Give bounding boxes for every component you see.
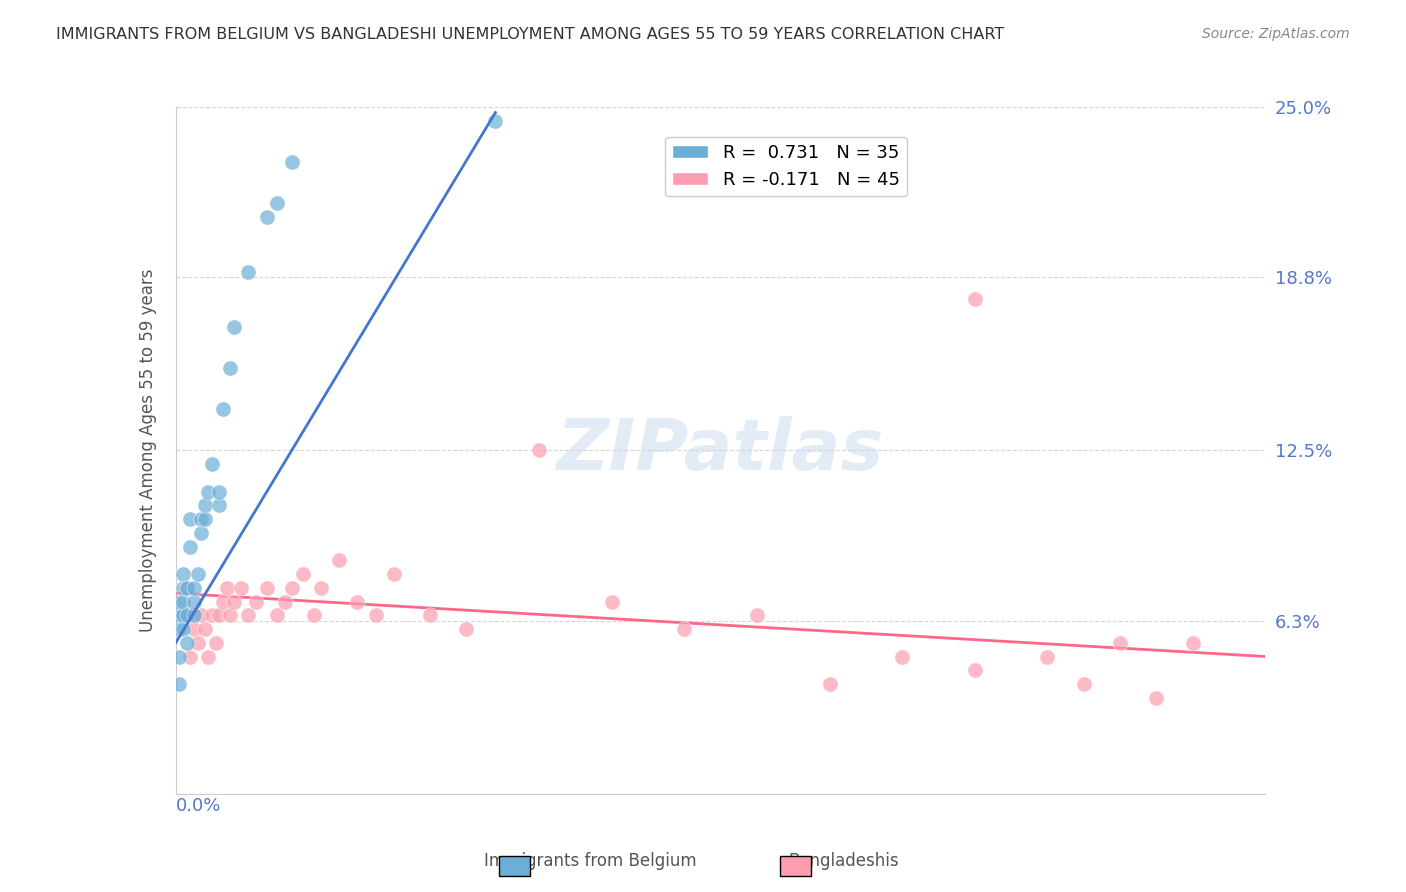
Point <box>179 649 201 664</box>
Point <box>281 581 304 595</box>
Point <box>176 636 198 650</box>
Point <box>274 594 297 608</box>
Point <box>169 608 191 623</box>
Point <box>172 622 194 636</box>
Point <box>484 113 506 128</box>
Point <box>256 210 278 224</box>
Point <box>179 540 201 554</box>
Point <box>201 457 224 471</box>
Point <box>169 677 191 691</box>
Point <box>346 594 368 608</box>
Point <box>208 484 231 499</box>
Point <box>281 155 304 169</box>
Point <box>266 608 288 623</box>
Point <box>1181 636 1204 650</box>
Point <box>183 581 205 595</box>
Text: Immigrants from Belgium: Immigrants from Belgium <box>484 852 697 870</box>
Point <box>201 608 224 623</box>
Point <box>190 512 212 526</box>
Point <box>309 581 332 595</box>
Point <box>222 319 245 334</box>
Point <box>186 636 209 650</box>
Point <box>172 594 194 608</box>
Point <box>382 567 405 582</box>
Point <box>169 594 191 608</box>
Point <box>212 594 235 608</box>
Point <box>169 649 191 664</box>
Text: ZIPatlas: ZIPatlas <box>557 416 884 485</box>
Point <box>219 608 242 623</box>
Point <box>204 636 226 650</box>
Point <box>197 484 219 499</box>
Point <box>600 594 623 608</box>
Point <box>527 443 550 458</box>
Point <box>222 594 245 608</box>
Point <box>190 525 212 540</box>
Point <box>172 581 194 595</box>
Point <box>963 293 986 307</box>
Point <box>194 499 217 513</box>
Point <box>197 649 219 664</box>
Point <box>1146 690 1168 705</box>
Point <box>186 567 209 582</box>
Point <box>266 196 288 211</box>
Point <box>190 608 212 623</box>
Point <box>183 594 205 608</box>
Point <box>1073 677 1095 691</box>
Point <box>183 608 205 623</box>
Y-axis label: Unemployment Among Ages 55 to 59 years: Unemployment Among Ages 55 to 59 years <box>139 268 157 632</box>
Point <box>245 594 267 608</box>
Point <box>183 622 205 636</box>
Point <box>963 663 986 677</box>
Point <box>238 265 260 279</box>
Point <box>818 677 841 691</box>
Point <box>328 553 350 567</box>
Point <box>176 581 198 595</box>
Point <box>256 581 278 595</box>
Point <box>194 512 217 526</box>
Point <box>208 608 231 623</box>
Point <box>291 567 314 582</box>
Point <box>194 622 217 636</box>
Point <box>302 608 325 623</box>
Text: Bangladeshis: Bangladeshis <box>789 852 898 870</box>
Point <box>172 608 194 623</box>
Point <box>215 581 238 595</box>
Point <box>172 567 194 582</box>
Point <box>238 608 260 623</box>
Point <box>456 622 478 636</box>
Point <box>208 499 231 513</box>
Point <box>673 622 696 636</box>
Point <box>169 622 191 636</box>
Text: Source: ZipAtlas.com: Source: ZipAtlas.com <box>1202 27 1350 41</box>
Point <box>183 608 205 623</box>
Point <box>891 649 914 664</box>
Point <box>179 512 201 526</box>
Point <box>364 608 387 623</box>
Point <box>419 608 441 623</box>
Text: 0.0%: 0.0% <box>176 797 221 815</box>
Point <box>219 361 242 376</box>
Point <box>745 608 768 623</box>
Text: IMMIGRANTS FROM BELGIUM VS BANGLADESHI UNEMPLOYMENT AMONG AGES 55 TO 59 YEARS CO: IMMIGRANTS FROM BELGIUM VS BANGLADESHI U… <box>56 27 1004 42</box>
Point <box>176 608 198 623</box>
Point <box>176 581 198 595</box>
Point <box>212 402 235 417</box>
Point <box>1109 636 1132 650</box>
Point <box>231 581 253 595</box>
Legend: R =  0.731   N = 35, R = -0.171   N = 45: R = 0.731 N = 35, R = -0.171 N = 45 <box>665 136 907 196</box>
Point <box>172 608 194 623</box>
Point <box>1036 649 1059 664</box>
